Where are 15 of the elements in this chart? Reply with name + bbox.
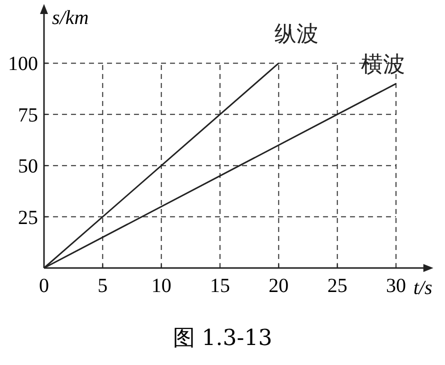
y-axis-title: s/km [52,7,89,29]
series-label: 纵波 [274,22,319,48]
y-tick-label: 100 [8,53,38,76]
x-tick-label: 5 [98,275,108,297]
x-axis-title: t/s [413,277,432,299]
x-tick-label: 25 [327,275,348,297]
y-tick-label: 75 [18,104,38,126]
x-tick-label: 0 [39,275,49,297]
x-tick-label: 10 [151,275,172,297]
x-tick-label: 15 [210,275,230,297]
x-tick-label: 30 [386,275,406,297]
x-tick-label: 20 [268,275,289,297]
y-tick-label: 25 [18,206,38,229]
y-tick-label: 50 [18,156,38,178]
caption: 图 1.3-13 [172,326,272,351]
